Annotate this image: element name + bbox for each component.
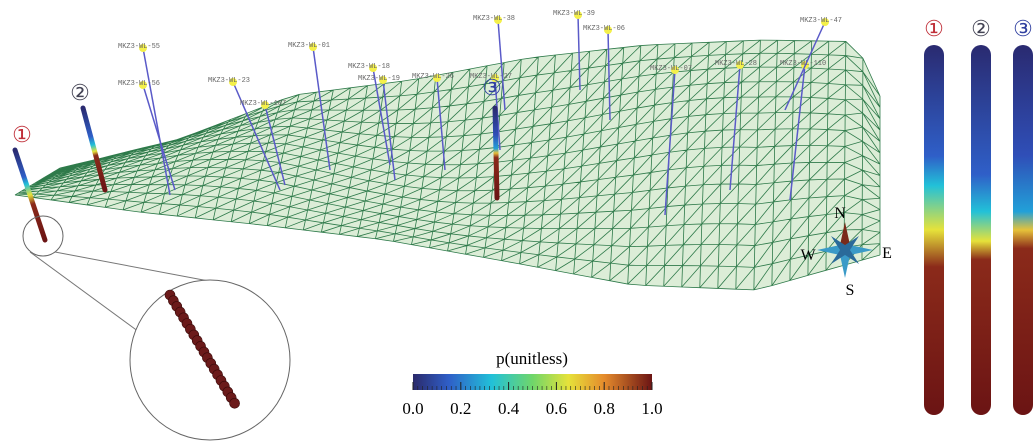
well-trajectory: [436, 77, 446, 171]
tick-label: 0.2: [450, 399, 471, 418]
well-name: MKZ3-WL-01: [288, 42, 330, 50]
column: [924, 45, 944, 415]
wells: MKZ3-WL-55 MKZ3-WL-56 MKZ3-WL-23 MKZ3-WL-10…: [12, 10, 842, 243]
tick-label: 0.8: [594, 399, 615, 418]
column-label: ①: [924, 16, 944, 41]
zoom-line: [29, 251, 151, 341]
well-stick: [80, 105, 108, 193]
well-name: MKZ3-WL-56: [118, 80, 160, 88]
well-head: [139, 44, 147, 52]
well-name: MKZ3-WL-55: [118, 43, 160, 51]
compass: N S E W: [800, 205, 891, 299]
well-stick: [12, 147, 48, 243]
well-trajectory: [142, 84, 176, 191]
well-trajectory: [372, 67, 391, 166]
compass-s: S: [846, 282, 855, 299]
well-trajectory: [607, 29, 611, 121]
zoom-beads: [164, 289, 240, 409]
well-name: MKZ3-WL-23: [208, 77, 250, 85]
well-name: MKZ3-WL-07: [650, 65, 692, 73]
well-name: MKZ3-WL-39: [553, 10, 595, 18]
well-stick: [492, 105, 500, 201]
colorbar-title: p(unitless): [496, 349, 568, 368]
mesh-surface: [14, 39, 881, 291]
well-trajectory: [789, 64, 806, 201]
zoom-source: [22, 215, 64, 257]
zoom-line: [54, 251, 231, 286]
well-head: [261, 101, 269, 109]
well-trajectory: [312, 46, 331, 171]
tick-label: 1.0: [641, 399, 662, 418]
tick-label: 0.0: [402, 399, 423, 418]
well-trajectory: [664, 69, 676, 216]
column: [1013, 45, 1033, 415]
well-name: MKZ3-WL-107: [240, 100, 286, 108]
well-name: MKZ3-WL-27: [470, 73, 512, 81]
well-head: [604, 26, 612, 34]
well-name: MKZ3-WL-47: [800, 17, 842, 25]
well-head: [309, 43, 317, 51]
well-head: [433, 74, 441, 82]
well-head: [369, 64, 377, 72]
well-head: [379, 76, 387, 84]
well-head: [494, 16, 502, 24]
tick-label: 0.4: [498, 399, 520, 418]
well-head: [491, 74, 499, 82]
well-name: MKZ3-WL-38: [473, 15, 515, 23]
well-trajectory: [232, 81, 281, 191]
well-name: MKZ3-WL-06: [583, 25, 625, 33]
well-trajectory: [382, 79, 396, 181]
well-name: MKZ3-WL-26: [412, 73, 454, 81]
bead: [229, 397, 240, 409]
well-head: [821, 18, 829, 26]
colorbar: p(unitless) 0.0 0.2 0.4 0.6 0.8 1.0: [402, 349, 662, 418]
well-name: MKZ3-WL-19: [358, 75, 400, 83]
well-marker: ①: [12, 122, 32, 147]
compass-e: E: [882, 245, 892, 262]
well-head: [671, 66, 679, 74]
tick-label: 0.6: [546, 399, 567, 418]
well-head: [736, 61, 744, 69]
column-label: ③: [1013, 16, 1033, 41]
well-marker: ②: [70, 80, 90, 105]
well-name: MKZ3-WL-28: [715, 60, 757, 68]
well-columns: ① ② ③: [924, 16, 1033, 415]
well-head: [139, 81, 147, 89]
well-trajectory: [729, 64, 741, 191]
colorbar-ramp: [413, 374, 652, 390]
well-name: MKZ3-WL-110: [780, 60, 826, 68]
well-trajectory: [784, 21, 826, 111]
mesh-lines: [14, 39, 881, 291]
well-trajectory: [497, 19, 506, 111]
well-name: MKZ3-WL-18: [348, 63, 390, 71]
well-head: [574, 11, 582, 19]
well-trajectory: [142, 47, 171, 196]
compass-n: N: [834, 205, 846, 222]
well-trajectory: [577, 14, 581, 91]
compass-w: W: [800, 247, 816, 264]
well-marker: ③: [482, 75, 502, 100]
column: [971, 45, 991, 415]
well-trajectory: [264, 104, 286, 186]
column-label: ②: [971, 16, 991, 41]
well-head: [229, 78, 237, 86]
